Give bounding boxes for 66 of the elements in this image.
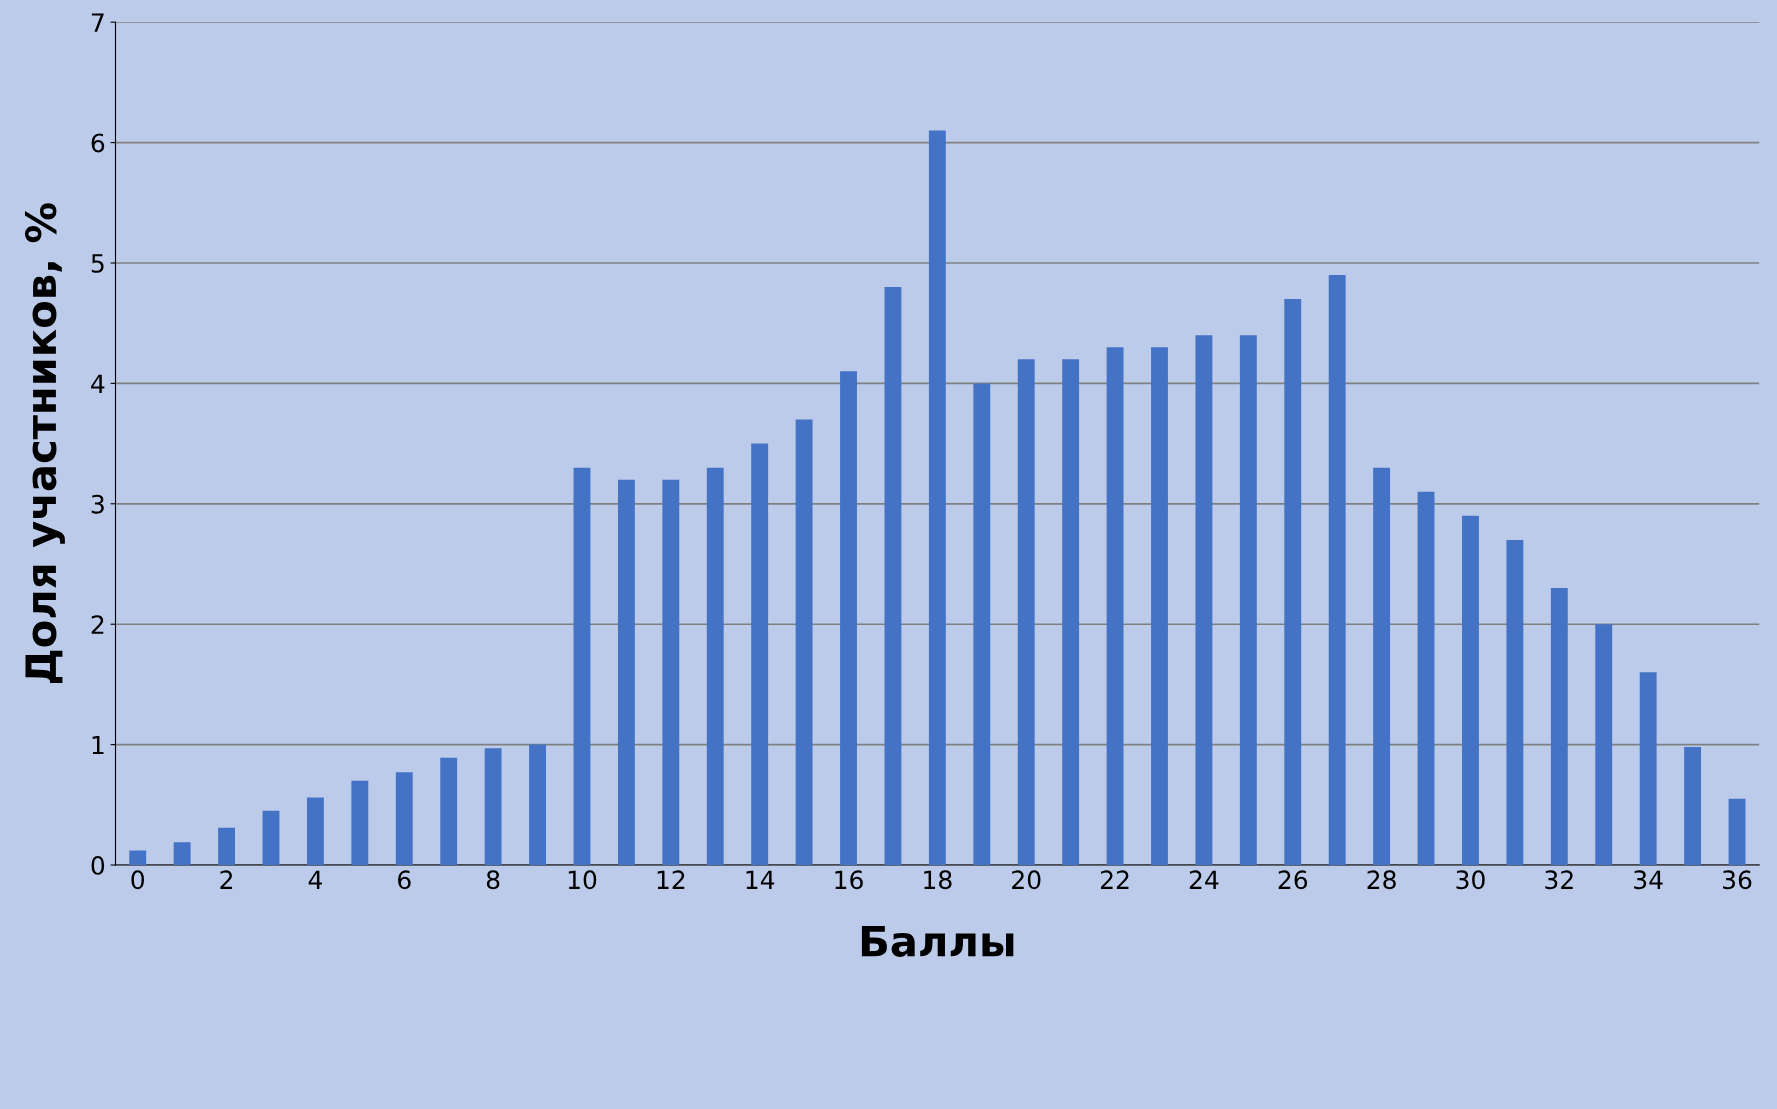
x-tick-label: 16: [835, 870, 863, 890]
x-tick-label: 4: [308, 870, 322, 889]
y-tick-label: 1: [92, 735, 104, 755]
bar: [573, 467, 591, 866]
y-tick-label: 2: [91, 615, 104, 634]
bar: [751, 443, 769, 866]
x-tick-label: 20: [1012, 870, 1041, 890]
bar: [1417, 491, 1435, 866]
y-tick-label: 6: [91, 133, 105, 153]
x-tick-label: 10: [568, 870, 597, 890]
bar: [840, 371, 857, 866]
x-tick-label: 32: [1545, 870, 1573, 890]
bar: [617, 479, 635, 866]
x-tick-label: 12: [657, 870, 685, 889]
bar: [1506, 539, 1524, 866]
bar: [1462, 515, 1479, 866]
y-tick-label: 3: [91, 494, 104, 514]
bar: [1373, 467, 1391, 866]
bar: [1106, 347, 1124, 866]
x-tick-label: 22: [1100, 870, 1129, 889]
bar: [395, 772, 413, 866]
bar: [484, 748, 502, 866]
bar: [662, 479, 680, 866]
bar: [706, 467, 724, 866]
bar: [262, 810, 280, 866]
x-tick-label: 36: [1723, 870, 1752, 890]
bar: [1284, 299, 1302, 866]
bar: [795, 419, 813, 866]
bar: [218, 827, 236, 866]
bar: [1728, 798, 1746, 866]
bar: [884, 287, 902, 866]
bar: [1684, 747, 1702, 866]
bar: [529, 744, 546, 866]
x-tick-label: 26: [1278, 870, 1308, 890]
y-axis-title: Доля участников, %: [24, 203, 65, 683]
x-tick-label: 6: [398, 870, 411, 890]
bar: [1239, 335, 1257, 866]
bar: [1195, 335, 1213, 866]
x-tick-label: 18: [924, 870, 952, 890]
x-tick-label: 0: [131, 870, 145, 890]
x-axis-title: Баллы: [861, 925, 1014, 957]
bar: [1062, 359, 1080, 866]
bar: [973, 383, 991, 866]
bar: [928, 130, 946, 866]
bar: [129, 850, 147, 866]
y-tick-label: 5: [91, 254, 104, 273]
x-tick-label: 2: [220, 870, 233, 889]
x-tick-label: 34: [1634, 870, 1663, 890]
y-tick-label: 0: [91, 855, 105, 875]
bar: [1328, 275, 1346, 866]
bar: [440, 757, 458, 866]
bar: [1550, 588, 1568, 866]
x-tick-label: 24: [1189, 870, 1219, 889]
bar: [173, 842, 191, 866]
bar: [1017, 359, 1035, 866]
y-tick-label: 7: [91, 13, 104, 32]
bar: [306, 797, 324, 866]
x-tick-label: 8: [486, 870, 500, 890]
x-tick-label: 30: [1456, 870, 1485, 890]
bar: [1595, 624, 1613, 866]
y-tick-label: 4: [91, 374, 105, 393]
bar: [1639, 672, 1657, 866]
x-tick-label: 28: [1367, 870, 1396, 890]
bar: [1151, 347, 1168, 866]
bar: [351, 780, 369, 866]
x-tick-label: 14: [746, 870, 775, 889]
